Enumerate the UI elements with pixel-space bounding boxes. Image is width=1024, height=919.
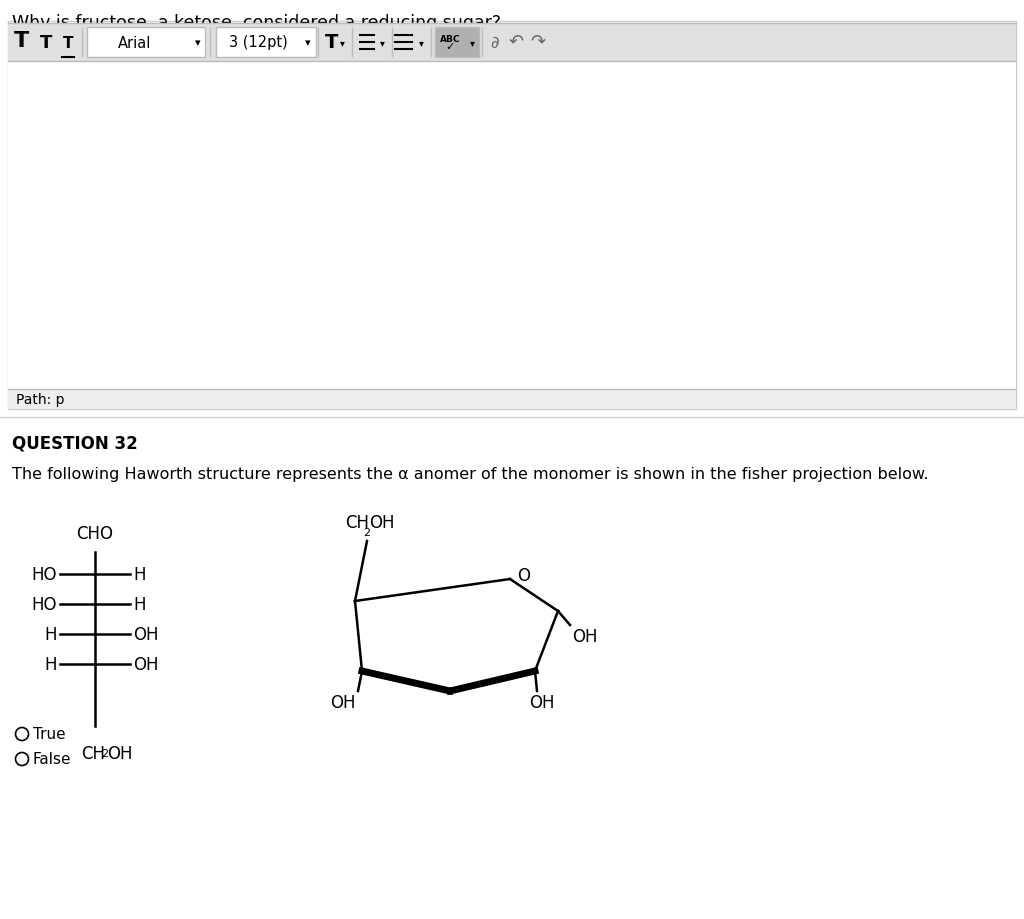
Text: OH: OH [106,744,132,762]
Text: ∂: ∂ [490,34,500,52]
Text: H: H [133,565,145,584]
Text: OH: OH [133,625,159,643]
Text: QUESTION 32: QUESTION 32 [12,435,138,452]
Text: ↷: ↷ [530,33,546,51]
Text: ▾: ▾ [305,38,311,48]
Text: OH: OH [572,628,597,645]
Text: False: False [33,752,72,766]
Text: ▾: ▾ [340,38,344,48]
Text: H: H [133,596,145,613]
Text: ABC: ABC [439,34,460,43]
Text: T: T [62,37,74,51]
Text: H: H [44,625,57,643]
Text: O: O [517,566,530,584]
Bar [8,390,1016,410]
Text: OH: OH [330,693,355,711]
Text: ✓: ✓ [445,42,455,52]
Text: The following Haworth structure represents the α anomer of the monomer is shown : The following Haworth structure represen… [12,467,929,482]
Bar [8,24,1016,62]
Text: CHO: CHO [77,525,114,542]
Text: CH: CH [345,514,369,531]
Text: 2: 2 [101,748,109,758]
Text: ▾: ▾ [196,38,201,48]
Text: Arial: Arial [119,36,152,51]
Text: T: T [40,34,52,52]
Bar [87,28,205,58]
Text: True: True [33,727,66,742]
Bar [435,28,479,58]
Text: H: H [44,655,57,674]
Bar [8,62,1016,390]
Text: 2: 2 [362,528,370,538]
Text: Why is fructose, a ketose, considered a reducing sugar?: Why is fructose, a ketose, considered a … [12,14,501,32]
Bar [8,22,1016,410]
Text: ↶: ↶ [509,33,523,51]
Text: HO: HO [32,596,57,613]
Text: T: T [326,32,339,51]
Text: 3 (12pt): 3 (12pt) [228,36,288,51]
Text: OH: OH [369,514,394,531]
Text: Path: p: Path: p [16,392,65,406]
Text: OH: OH [133,655,159,674]
Text: ▾: ▾ [470,38,474,48]
Text: CH: CH [81,744,105,762]
Bar [216,28,316,58]
Text: OH: OH [529,693,555,711]
Text: ▾: ▾ [380,38,384,48]
Text: HO: HO [32,565,57,584]
Text: ▾: ▾ [419,38,424,48]
Text: T: T [14,31,30,51]
